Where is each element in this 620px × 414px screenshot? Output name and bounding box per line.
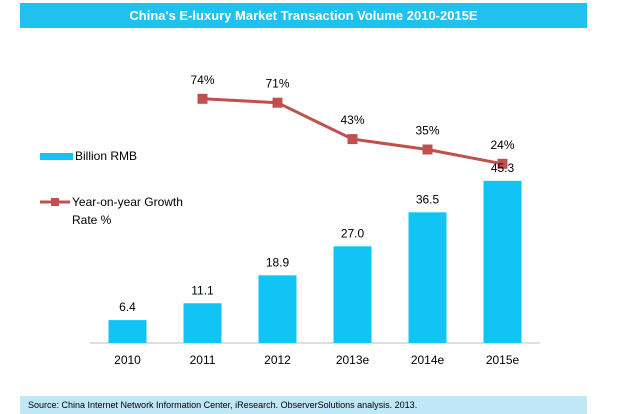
x-tick-label-2015e: 2015e — [486, 353, 520, 367]
x-tick-label-2011: 2011 — [190, 353, 216, 367]
bar-value-label-2015e: 45.3 — [491, 161, 515, 175]
chart-plot: 6.4 2010 11.1 2011 18.9 2012 27.0 2013e 36.5 2014… — [0, 0, 620, 414]
bar-value-label-2012: 18.9 — [266, 255, 290, 269]
x-tick-label-2014e: 2014e — [411, 353, 445, 367]
source-note: Source: China Internet Network Informati… — [20, 396, 587, 414]
growth-marker-2014e — [423, 145, 433, 155]
bar-2014e — [409, 212, 447, 343]
x-tick-label-2010: 2010 — [114, 353, 141, 367]
x-tick-label-2013e: 2013e — [336, 353, 370, 367]
bar-2011 — [184, 303, 222, 343]
bar-2015e — [484, 181, 522, 343]
bar-value-label-2013e: 27.0 — [341, 226, 365, 240]
growth-label-2012: 71% — [265, 77, 289, 91]
growth-label-2011: 74% — [190, 73, 214, 87]
growth-label-2015e: 24% — [490, 138, 514, 152]
growth-label-2013e: 43% — [340, 113, 364, 127]
growth-label-2014e: 35% — [415, 124, 439, 138]
bar-2012 — [259, 275, 297, 343]
growth-marker-2011 — [198, 94, 208, 104]
growth-line — [203, 99, 503, 164]
growth-marker-2013e — [348, 134, 358, 144]
bar-value-label-2010: 6.4 — [119, 300, 136, 314]
bar-2013e — [334, 246, 372, 343]
bar-value-label-2011: 11.1 — [191, 283, 214, 297]
bar-value-label-2014e: 36.5 — [416, 192, 440, 206]
bar-2010 — [109, 320, 147, 343]
x-tick-label-2012: 2012 — [264, 353, 291, 367]
growth-marker-2012 — [273, 98, 283, 108]
